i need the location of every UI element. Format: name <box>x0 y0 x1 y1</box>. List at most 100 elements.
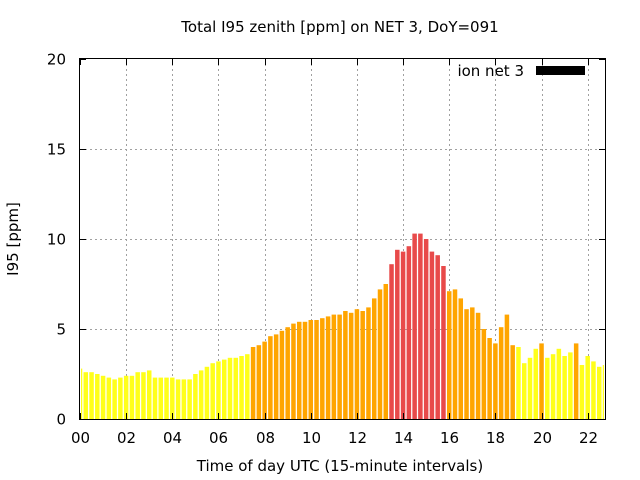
bar <box>273 334 279 419</box>
bar <box>239 356 244 419</box>
bar <box>354 309 360 419</box>
bar <box>175 379 181 419</box>
x-tick-label: 20 <box>533 429 552 447</box>
bar <box>204 366 210 419</box>
bar <box>562 356 567 419</box>
bar <box>89 372 94 419</box>
bar <box>141 372 146 419</box>
bar <box>198 370 204 419</box>
x-axis-label: Time of day UTC (15-minute intervals) <box>196 457 483 475</box>
bar <box>135 372 140 419</box>
bar <box>83 372 89 419</box>
bar <box>596 366 602 419</box>
bar <box>193 374 198 419</box>
bar <box>221 359 227 419</box>
x-tick-label: 02 <box>117 429 136 447</box>
bar <box>152 377 158 419</box>
bar <box>389 264 394 419</box>
bar <box>158 377 164 419</box>
bar <box>475 312 481 419</box>
legend: ion net 3 <box>457 62 585 80</box>
bar <box>112 379 117 419</box>
bar <box>181 379 187 419</box>
bar <box>325 316 331 419</box>
bar <box>285 327 290 419</box>
bar <box>245 354 250 419</box>
y-axis-ticks: 0 5 10 15 20 <box>47 51 605 429</box>
bar <box>481 329 487 419</box>
bar <box>602 365 604 419</box>
bar <box>123 375 129 419</box>
bar <box>331 314 337 419</box>
x-tick-label: 00 <box>71 429 90 447</box>
y-axis-label: I95 [ppm] <box>4 202 22 276</box>
bar <box>550 354 556 419</box>
x-tick-label: 10 <box>302 429 321 447</box>
bar <box>320 318 325 419</box>
x-tick-label: 14 <box>394 429 413 447</box>
bar <box>441 266 446 419</box>
bar <box>262 341 267 419</box>
bar <box>233 357 239 419</box>
bar <box>366 307 371 419</box>
bar <box>418 233 423 419</box>
bar <box>95 374 100 419</box>
bar <box>423 239 429 419</box>
bar <box>383 284 389 419</box>
bar <box>129 375 135 419</box>
y-tick-label: 10 <box>47 231 66 249</box>
x-tick-label: 22 <box>579 429 598 447</box>
x-tick-label: 04 <box>163 429 182 447</box>
bar <box>568 352 573 419</box>
bar <box>446 291 452 419</box>
x-tick-label: 18 <box>486 429 505 447</box>
bar <box>343 311 348 419</box>
bar <box>210 363 215 419</box>
bar <box>302 321 308 419</box>
bar <box>470 307 475 419</box>
bar <box>585 356 590 419</box>
bar <box>256 345 262 419</box>
bar <box>187 379 192 419</box>
bar <box>539 343 544 419</box>
bar <box>406 246 412 419</box>
bar <box>118 377 123 419</box>
bar <box>360 311 365 419</box>
bar <box>308 320 314 419</box>
bar <box>81 368 83 419</box>
bar <box>429 251 435 419</box>
bar <box>348 312 354 419</box>
bar <box>521 363 527 419</box>
bars-group <box>81 233 604 419</box>
x-tick-label: 08 <box>256 429 275 447</box>
bar <box>268 336 273 419</box>
y-tick-label: 20 <box>47 51 66 69</box>
bar <box>487 338 492 419</box>
bar <box>216 361 221 419</box>
bar <box>504 314 510 419</box>
bar <box>400 251 406 419</box>
bar <box>498 327 504 419</box>
bar <box>279 330 285 419</box>
bar <box>510 345 515 419</box>
bar <box>573 343 579 419</box>
bar <box>164 377 169 419</box>
bar <box>106 377 112 419</box>
bar <box>452 289 458 419</box>
bar <box>527 357 533 419</box>
bar <box>250 347 256 419</box>
bar <box>170 377 175 419</box>
bar <box>435 255 440 419</box>
bar <box>395 249 400 419</box>
bar <box>377 289 383 419</box>
bar <box>337 314 342 419</box>
y-tick-label: 0 <box>56 411 66 429</box>
y-tick-label: 5 <box>56 321 66 339</box>
bar <box>464 309 469 419</box>
y-tick-label: 15 <box>47 141 66 159</box>
bar <box>493 343 498 419</box>
bar <box>579 365 585 419</box>
bar <box>291 323 296 419</box>
bar <box>516 347 521 419</box>
